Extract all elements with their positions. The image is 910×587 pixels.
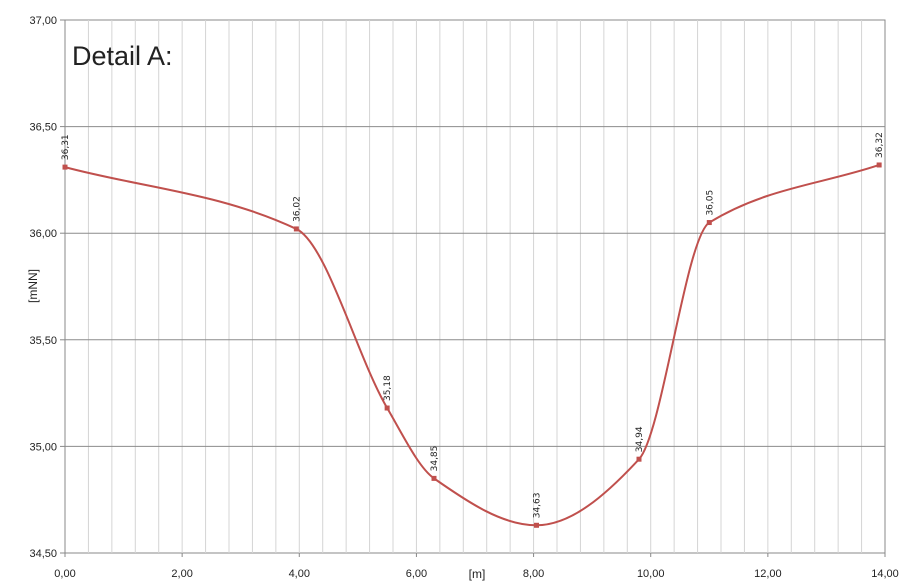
chart-title: Detail A: <box>72 41 173 71</box>
data-label: 34,85 <box>430 446 440 472</box>
data-label: 36,02 <box>292 196 302 222</box>
data-point <box>876 162 882 168</box>
data-point <box>636 456 642 462</box>
data-label: 36,32 <box>875 132 885 158</box>
x-tick-label: 6,00 <box>406 568 427 580</box>
x-tick-label: 0,00 <box>54 568 75 580</box>
data-point <box>706 220 712 226</box>
data-point <box>62 164 68 170</box>
data-label: 35,18 <box>383 375 393 401</box>
x-axis-label: [m] <box>469 567 486 581</box>
plot-area-border <box>64 19 886 554</box>
y-tick-label: 36,50 <box>29 122 57 134</box>
series-group: 36,31 36,02 35,18 34,85 34,63 34,94 36,05 36,32 <box>61 132 885 528</box>
y-axis-label: [mNN] <box>26 269 40 303</box>
x-axis-ticks: 0,00 2,00 4,00 6,00 8,00 10,00 12,00 14,00 <box>54 553 899 580</box>
data-label: 36,31 <box>61 134 71 160</box>
major-gridlines <box>65 126 885 447</box>
y-tick-label: 35,50 <box>29 335 57 347</box>
minor-gridlines <box>87 20 863 553</box>
x-tick-label: 14,00 <box>871 568 899 580</box>
x-tick-label: 2,00 <box>171 568 192 580</box>
x-tick-label: 4,00 <box>289 568 310 580</box>
x-tick-label: 12,00 <box>754 568 782 580</box>
data-point <box>431 475 437 481</box>
y-tick-label: 34,50 <box>29 548 57 560</box>
data-label: 36,05 <box>705 190 715 216</box>
data-label: 34,94 <box>635 426 645 452</box>
data-point <box>534 522 539 528</box>
x-tick-label: 10,00 <box>637 568 665 580</box>
y-tick-label: 37,00 <box>29 15 57 27</box>
y-tick-label: 35,00 <box>29 441 57 453</box>
data-point <box>384 405 390 411</box>
data-point <box>293 226 299 232</box>
y-tick-label: 36,00 <box>29 228 57 240</box>
y-axis-ticks: 34,50 35,00 35,50 36,00 36,50 37,00 <box>29 15 65 560</box>
x-tick-label: 8,00 <box>523 568 544 580</box>
data-label: 34,63 <box>533 493 543 519</box>
